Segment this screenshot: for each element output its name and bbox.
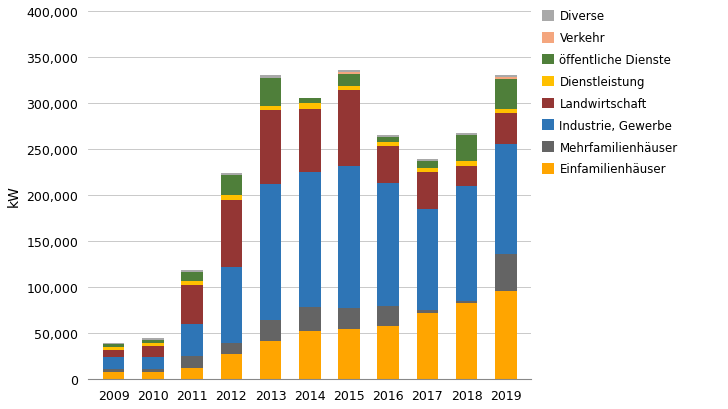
Bar [142,346,164,357]
Bar [181,270,203,272]
Bar [416,313,438,380]
Bar [495,78,517,80]
Bar [339,86,360,91]
Bar [495,80,517,109]
Bar [142,338,164,340]
Bar [377,184,399,306]
Bar [339,166,360,309]
Bar [142,344,164,346]
Bar [260,341,281,380]
Bar [339,329,360,380]
Bar [377,138,399,142]
Bar [103,372,124,380]
Bar [260,184,281,321]
Bar [416,160,438,162]
Bar [181,286,203,324]
Bar [495,291,517,380]
Bar [260,76,281,79]
Bar [260,106,281,111]
Bar [377,147,399,184]
Bar [377,306,399,326]
Bar [260,321,281,341]
Bar [103,357,124,369]
Bar [221,344,242,355]
Bar [299,110,320,173]
Bar [495,254,517,291]
Bar [495,114,517,144]
Bar [299,331,320,380]
Bar [416,209,438,310]
Bar [339,91,360,166]
Bar [416,310,438,313]
Bar [299,173,320,308]
Bar [339,309,360,329]
Bar [103,369,124,372]
Bar [456,134,478,136]
Bar [142,369,164,372]
Bar [142,357,164,369]
Y-axis label: kW: kW [7,185,21,207]
Bar [142,372,164,380]
Bar [416,168,438,173]
Bar [181,281,203,286]
Bar [339,74,360,86]
Bar [221,267,242,344]
Bar [260,79,281,106]
Legend: Diverse, Verkehr, öffentliche Dienste, Dienstleistung, Landwirtschaft, Industrie: Diverse, Verkehr, öffentliche Dienste, D… [542,11,678,176]
Bar [221,173,242,175]
Bar [456,301,478,303]
Bar [221,355,242,380]
Bar [495,76,517,78]
Bar [181,272,203,281]
Bar [495,109,517,114]
Bar [456,136,478,162]
Bar [377,142,399,147]
Bar [181,324,203,356]
Bar [416,173,438,209]
Bar [221,175,242,196]
Bar [456,166,478,187]
Bar [495,144,517,254]
Bar [299,99,320,104]
Bar [103,350,124,357]
Bar [456,162,478,166]
Bar [377,326,399,380]
Bar [339,71,360,72]
Bar [181,369,203,380]
Bar [456,187,478,301]
Bar [456,303,478,380]
Bar [142,340,164,344]
Bar [221,200,242,267]
Bar [181,356,203,369]
Bar [221,196,242,200]
Bar [377,136,399,138]
Bar [339,72,360,74]
Bar [260,111,281,184]
Bar [416,162,438,168]
Bar [103,347,124,350]
Bar [299,308,320,331]
Bar [103,344,124,347]
Bar [299,104,320,110]
